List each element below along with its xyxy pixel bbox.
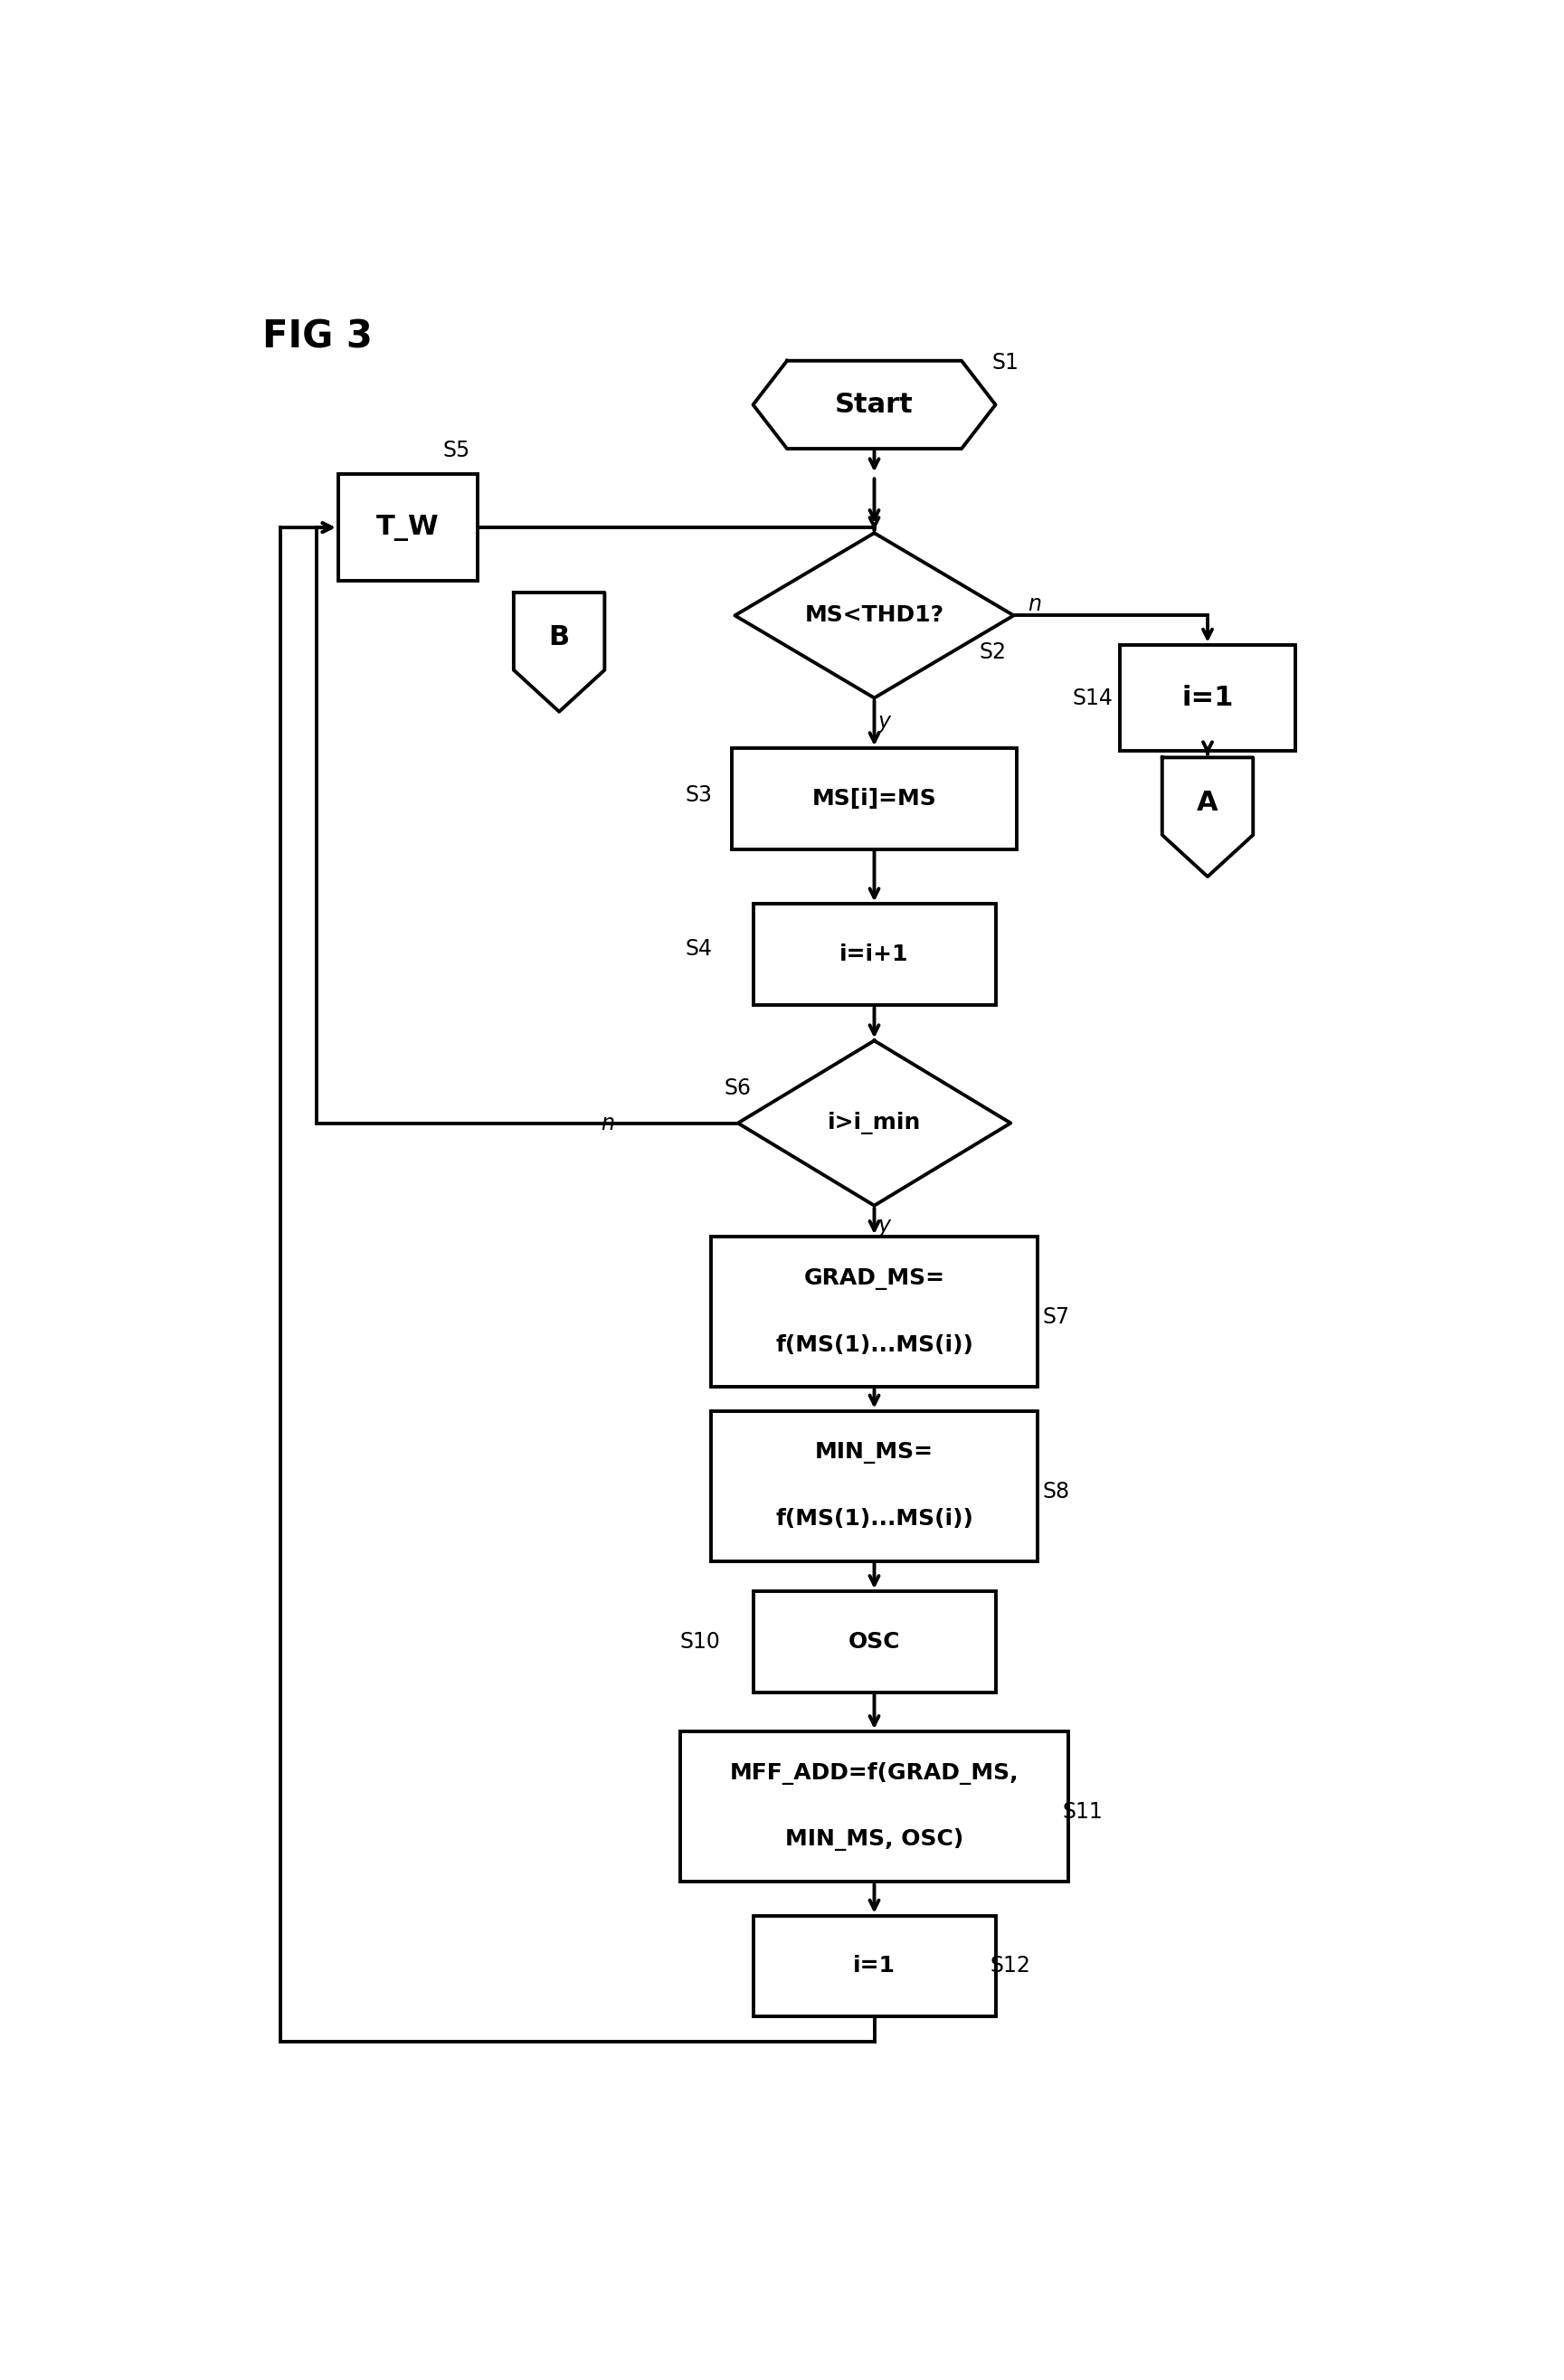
Polygon shape <box>513 593 605 712</box>
Text: i=1: i=1 <box>1182 685 1234 712</box>
Text: MFF_ADD=f(GRAD_MS,: MFF_ADD=f(GRAD_MS, <box>730 1761 1018 1785</box>
Text: S7: S7 <box>1043 1307 1070 1328</box>
FancyBboxPatch shape <box>754 1916 996 2016</box>
Text: i>i_min: i>i_min <box>827 1111 921 1135</box>
Text: S6: S6 <box>724 1078 751 1100</box>
Text: A: A <box>1196 790 1218 816</box>
FancyBboxPatch shape <box>1120 645 1295 752</box>
Text: f(MS(1)...MS(i)): f(MS(1)...MS(i)) <box>776 1333 973 1357</box>
Text: S8: S8 <box>1043 1480 1070 1502</box>
Text: S1: S1 <box>992 352 1018 374</box>
Text: T_W: T_W <box>375 514 439 540</box>
FancyBboxPatch shape <box>710 1411 1038 1561</box>
Text: n: n <box>1028 593 1042 616</box>
Text: MIN_MS=: MIN_MS= <box>815 1442 934 1464</box>
Text: FIG 3: FIG 3 <box>263 319 372 357</box>
Text: f(MS(1)...MS(i)): f(MS(1)...MS(i)) <box>776 1509 973 1530</box>
FancyBboxPatch shape <box>710 1238 1038 1388</box>
FancyBboxPatch shape <box>680 1733 1068 1883</box>
Text: n: n <box>601 1111 615 1133</box>
Text: i=i+1: i=i+1 <box>840 942 909 966</box>
Text: y: y <box>877 1214 890 1238</box>
Text: S2: S2 <box>979 640 1007 664</box>
Text: GRAD_MS=: GRAD_MS= <box>804 1269 945 1290</box>
FancyBboxPatch shape <box>754 1592 996 1692</box>
Text: S5: S5 <box>443 440 469 462</box>
Text: B: B <box>549 624 569 650</box>
Text: OSC: OSC <box>848 1630 901 1652</box>
Text: S14: S14 <box>1073 688 1112 709</box>
Polygon shape <box>1162 757 1253 876</box>
Text: S12: S12 <box>990 1956 1031 1978</box>
Text: MS[i]=MS: MS[i]=MS <box>812 788 937 809</box>
Text: Start: Start <box>835 393 913 419</box>
Text: S11: S11 <box>1062 1802 1103 1823</box>
Text: MS<THD1?: MS<THD1? <box>804 605 945 626</box>
Text: i=1: i=1 <box>852 1956 896 1978</box>
FancyBboxPatch shape <box>754 904 996 1004</box>
Text: S10: S10 <box>679 1630 719 1652</box>
Text: S3: S3 <box>685 783 712 807</box>
FancyBboxPatch shape <box>338 474 477 581</box>
Text: y: y <box>877 712 890 733</box>
FancyBboxPatch shape <box>732 747 1017 850</box>
Text: MIN_MS, OSC): MIN_MS, OSC) <box>785 1828 963 1852</box>
Text: S4: S4 <box>685 938 712 959</box>
